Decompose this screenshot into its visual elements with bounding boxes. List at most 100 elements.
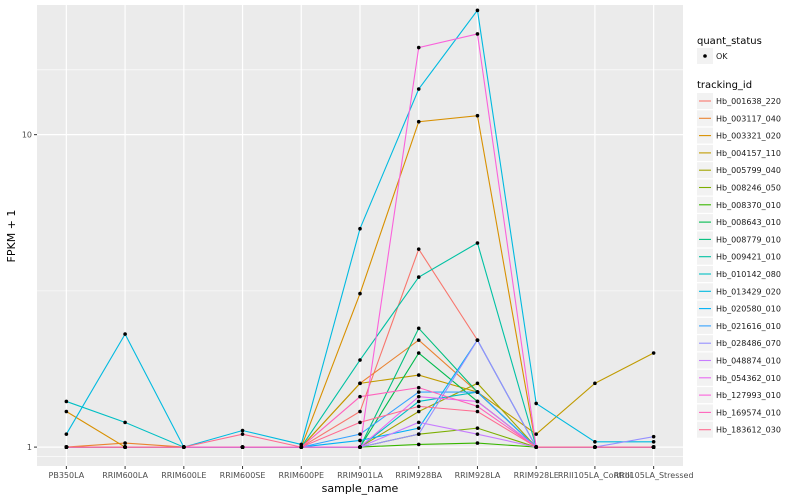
data-point [358, 291, 362, 296]
data-point [299, 445, 304, 449]
data-point [416, 409, 421, 414]
data-point [358, 438, 362, 443]
data-point [416, 390, 421, 394]
data-point [358, 226, 362, 231]
legend-label: Hb_028486_070 [716, 339, 781, 348]
legend-label: OK [716, 52, 728, 61]
data-point [475, 381, 480, 386]
data-point [123, 445, 127, 449]
x-tick-label: RRIM928LE [514, 471, 559, 480]
y-axis-title: FPKM + 1 [5, 210, 18, 263]
data-point [534, 432, 538, 436]
x-tick-label: RRII105LA_Control [558, 471, 632, 480]
data-point [416, 351, 421, 355]
data-point [123, 332, 127, 336]
data-point [475, 441, 480, 445]
legend-shape-title: quant_status [697, 36, 762, 47]
legend: quant_status OK tracking_id Hb_001638_22… [697, 36, 781, 438]
data-point [651, 439, 656, 444]
x-tick-label: RRIM901LA [337, 471, 383, 480]
x-tick-label: RRII105LA_Stressed [614, 471, 694, 480]
x-axis-ticks: PB350LA RRIM600LA RRIM600LE RRIM600SE RRIM60… [49, 466, 694, 480]
data-point [358, 409, 362, 414]
data-point [358, 445, 362, 449]
legend-shape-entries: OK [697, 48, 728, 64]
data-point [416, 45, 421, 50]
x-axis-title: sample_name [322, 482, 399, 495]
data-point [416, 247, 421, 251]
legend-label: Hb_054362_010 [716, 374, 781, 383]
data-point [416, 442, 421, 447]
data-point [358, 381, 362, 386]
data-point [475, 404, 480, 409]
data-point [593, 439, 597, 444]
data-point [534, 401, 538, 406]
legend-label: Hb_004157_110 [716, 149, 781, 158]
legend-label: Hb_009421_010 [716, 253, 781, 262]
data-point [416, 385, 421, 390]
data-point [475, 32, 480, 36]
series-points [64, 8, 656, 449]
data-point [123, 441, 127, 445]
data-point [64, 409, 69, 414]
grid-lines [37, 5, 683, 466]
y-tick-label: 1 [27, 443, 32, 452]
data-point [475, 432, 480, 436]
data-point [475, 338, 480, 342]
data-point [240, 432, 245, 436]
legend-label: Hb_020580_010 [716, 305, 781, 314]
legend-label: Hb_003321_020 [716, 132, 781, 141]
data-point [475, 399, 480, 404]
x-tick-label: RRIM600LE [161, 471, 206, 480]
x-tick-label: RRIM600LA [102, 471, 148, 480]
legend-label: Hb_005799_040 [716, 166, 781, 175]
legend-label: Hb_008246_050 [716, 184, 781, 193]
data-point [651, 434, 656, 439]
data-point [240, 428, 245, 433]
data-point [651, 445, 656, 449]
legend-label: Hb_021616_010 [716, 322, 781, 331]
data-point [416, 338, 421, 342]
data-point [123, 420, 127, 425]
data-point [475, 113, 480, 118]
data-point [64, 399, 69, 404]
data-point [64, 432, 69, 436]
y-axis-ticks: 1 10 [22, 131, 37, 452]
data-point [475, 8, 480, 13]
data-point [64, 445, 69, 449]
data-point [534, 445, 538, 449]
data-point [475, 241, 480, 245]
x-tick-label: RRIM600SE [220, 471, 266, 480]
data-point [416, 119, 421, 124]
data-point [358, 394, 362, 399]
legend-label: Hb_010142_080 [716, 270, 781, 279]
legend-label: Hb_183612_030 [716, 426, 781, 435]
legend-label: Hb_048874_010 [716, 357, 781, 366]
data-point [416, 420, 421, 425]
data-point [416, 432, 421, 436]
data-point [651, 351, 656, 355]
data-point [475, 390, 480, 394]
legend-point-swatch [703, 54, 707, 58]
data-point [240, 445, 245, 449]
x-tick-label: RRIM600PE [279, 471, 325, 480]
legend-label: Hb_008643_010 [716, 218, 781, 227]
data-point [416, 426, 421, 430]
data-point [593, 381, 597, 386]
data-point [416, 326, 421, 331]
x-tick-label: RRIM928BA [395, 471, 442, 480]
data-point [593, 445, 597, 449]
data-point [358, 432, 362, 436]
legend-label: Hb_013429_020 [716, 287, 781, 296]
legend-color-entries: Hb_001638_220 Hb_003117_040 Hb_003321_020 H… [697, 93, 781, 438]
x-tick-label: PB350LA [49, 471, 85, 480]
data-point [416, 394, 421, 399]
data-point [416, 404, 421, 409]
legend-label: Hb_008779_010 [716, 235, 781, 244]
data-point [475, 426, 480, 430]
data-point [299, 442, 304, 447]
legend-color-title: tracking_id [697, 80, 752, 91]
data-point [358, 420, 362, 425]
legend-label: Hb_003117_040 [716, 114, 781, 123]
